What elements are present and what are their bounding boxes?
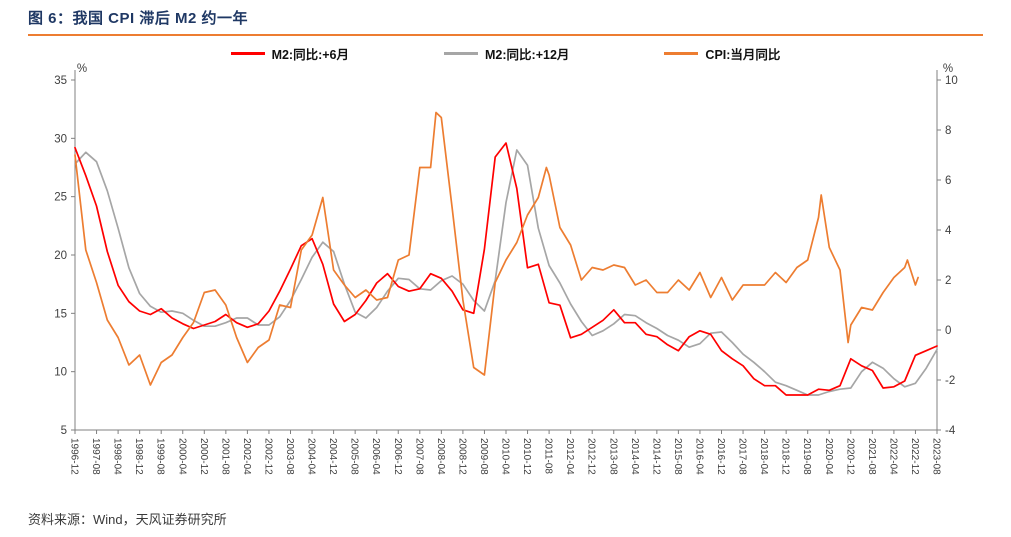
svg-text:2013-08: 2013-08 <box>607 438 618 475</box>
svg-text:2014-04: 2014-04 <box>629 438 640 475</box>
svg-text:2006-04: 2006-04 <box>370 438 381 475</box>
svg-text:1997-08: 1997-08 <box>90 438 101 475</box>
svg-text:1998-12: 1998-12 <box>133 438 144 475</box>
svg-text:4: 4 <box>945 225 952 237</box>
svg-text:2021-08: 2021-08 <box>866 438 877 475</box>
svg-text:2009-08: 2009-08 <box>478 438 489 475</box>
svg-text:2001-08: 2001-08 <box>219 438 230 475</box>
svg-text:10: 10 <box>945 75 958 87</box>
legend-label-cpi: CPI:当月同比 <box>705 48 781 62</box>
svg-text:2018-12: 2018-12 <box>780 438 791 475</box>
right-axis-unit: % <box>943 63 953 75</box>
svg-text:2005-08: 2005-08 <box>349 438 360 475</box>
svg-text:-2: -2 <box>945 375 955 387</box>
svg-text:2007-08: 2007-08 <box>413 438 424 475</box>
legend-label-m2-plus6: M2:同比:+6月 <box>271 48 350 62</box>
legend-swatch-cpi <box>664 52 699 55</box>
svg-text:2006-12: 2006-12 <box>392 438 403 475</box>
svg-text:2008-12: 2008-12 <box>456 438 467 475</box>
svg-text:2022-04: 2022-04 <box>887 438 898 475</box>
svg-text:15: 15 <box>54 308 67 320</box>
svg-text:2020-04: 2020-04 <box>823 438 834 475</box>
svg-text:1999-08: 1999-08 <box>155 438 166 475</box>
svg-text:2018-04: 2018-04 <box>758 438 769 475</box>
left-axis-unit: % <box>77 63 87 75</box>
figure-title: 图 6：我国 CPI 滞后 M2 约一年 <box>28 10 249 27</box>
svg-text:25: 25 <box>54 192 67 204</box>
title-divider-line <box>28 34 983 36</box>
svg-text:2016-04: 2016-04 <box>693 438 704 475</box>
svg-text:0: 0 <box>945 325 951 337</box>
svg-text:1998-04: 1998-04 <box>112 438 123 475</box>
svg-text:2010-04: 2010-04 <box>500 438 511 475</box>
legend-item-m2-plus12: M2:同比:+12月 <box>444 44 569 63</box>
svg-text:2004-12: 2004-12 <box>327 438 338 475</box>
svg-text:8: 8 <box>945 125 951 137</box>
svg-text:2023-08: 2023-08 <box>931 438 942 475</box>
svg-text:35: 35 <box>54 75 67 87</box>
svg-text:5: 5 <box>61 425 67 437</box>
svg-text:2012-04: 2012-04 <box>564 438 575 475</box>
svg-text:6: 6 <box>945 175 951 187</box>
svg-text:2019-08: 2019-08 <box>801 438 812 475</box>
legend-item-cpi: CPI:当月同比 <box>664 44 780 63</box>
svg-text:2020-12: 2020-12 <box>844 438 855 475</box>
series-line <box>74 149 938 396</box>
svg-text:2002-12: 2002-12 <box>262 438 273 475</box>
svg-text:2000-04: 2000-04 <box>176 438 187 475</box>
svg-text:20: 20 <box>54 250 67 262</box>
svg-text:10: 10 <box>54 367 67 379</box>
svg-text:2022-12: 2022-12 <box>909 438 920 475</box>
source-note: 资料来源：Wind，天风证券研究所 <box>28 512 227 527</box>
svg-text:2015-08: 2015-08 <box>672 438 683 475</box>
svg-text:2012-12: 2012-12 <box>586 438 597 475</box>
svg-text:2011-08: 2011-08 <box>543 438 554 474</box>
svg-text:-4: -4 <box>945 425 956 437</box>
svg-text:2010-12: 2010-12 <box>521 438 532 475</box>
legend-item-m2-plus6: M2:同比:+6月 <box>230 44 350 63</box>
svg-text:2017-08: 2017-08 <box>737 438 748 475</box>
svg-text:2016-12: 2016-12 <box>715 438 726 475</box>
svg-text:30: 30 <box>54 133 67 145</box>
legend-label-m2-plus12: M2:同比:+12月 <box>485 48 570 62</box>
svg-text:2000-12: 2000-12 <box>198 438 209 475</box>
svg-text:2014-12: 2014-12 <box>650 438 661 475</box>
svg-text:2008-04: 2008-04 <box>435 438 446 475</box>
legend-swatch-m2-plus12 <box>444 52 479 55</box>
series-line <box>74 142 938 396</box>
chart-legend: M2:同比:+6月 M2:同比:+12月 CPI:当月同比 <box>0 44 1011 63</box>
svg-text:1996-12: 1996-12 <box>69 438 80 475</box>
series-line <box>74 111 919 386</box>
svg-text:2004-04: 2004-04 <box>306 438 317 475</box>
chart-canvas: % % 5 10 15 20 25 30 35 -4 -2 0 2 4 6 8 10 1996-12 1997-08… <box>54 63 958 475</box>
legend-swatch-m2-plus6 <box>230 52 265 55</box>
svg-text:2: 2 <box>945 275 951 287</box>
svg-text:2002-04: 2002-04 <box>241 438 252 475</box>
svg-text:2003-08: 2003-08 <box>284 438 295 475</box>
